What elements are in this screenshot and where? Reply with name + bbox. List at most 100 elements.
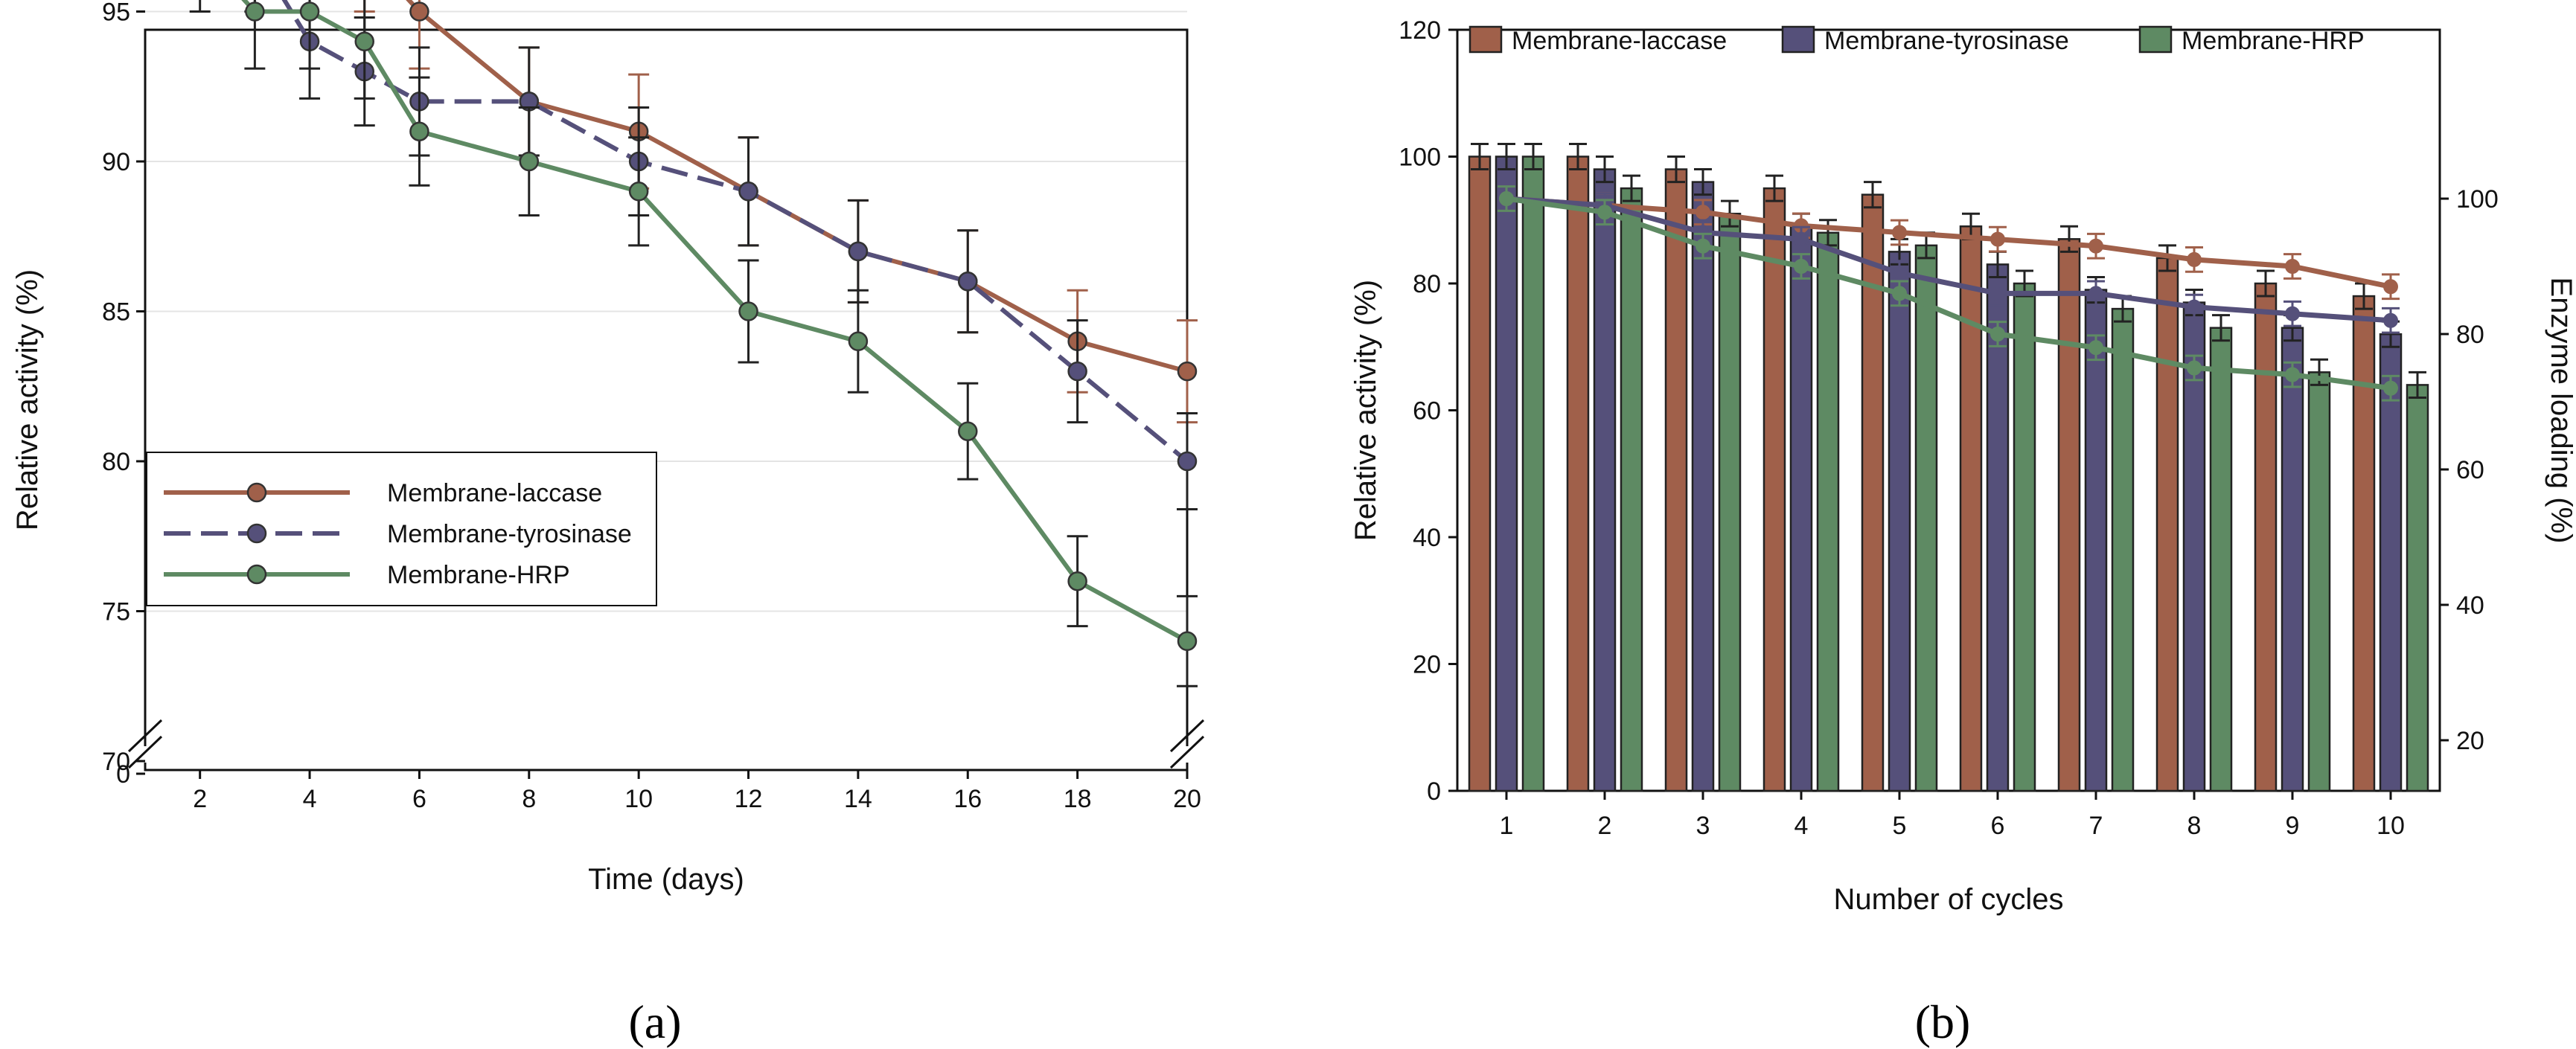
plot-frame-a: [144, 28, 1189, 771]
x-tick-label-a-18: 18: [1064, 785, 1092, 813]
bar-b-tyrosinase-1: [1495, 155, 1518, 792]
y-tick-label-a-70: 70: [102, 748, 130, 776]
bar-b-tyrosinase-4: [1789, 225, 1813, 792]
loading-point-b-hrp-6: [2088, 340, 2103, 356]
x-tick-label-a-12: 12: [735, 785, 763, 813]
y-tick-label-a-80: 80: [102, 448, 130, 476]
bar-b-hrp-8: [2209, 327, 2233, 792]
y2-tick-label-b-100: 100: [2456, 185, 2499, 214]
loading-point-b-tyrosinase-3: [1794, 231, 1809, 247]
axis-break-mark-left-2: [127, 735, 163, 769]
legend-b-label-hrp: Membrane-HRP: [2182, 27, 2365, 55]
loading-point-b-laccase-2: [1696, 205, 1710, 220]
loading-line-b-laccase: [1506, 196, 2391, 289]
bar-b-tyrosinase-5: [1888, 251, 1911, 792]
loading-point-b-tyrosinase-4: [1892, 266, 1907, 281]
data-point-a-hrp-6: [519, 151, 540, 172]
x-tick-label-b-1: 1: [1500, 812, 1514, 840]
x-tick-label-b-7: 7: [2089, 812, 2103, 840]
loading-point-b-hrp-2: [1696, 238, 1710, 254]
bar-series-b-laccase: [1468, 142, 2376, 792]
legend-b-swatch-tyrosinase: [1781, 25, 1815, 54]
bar-b-hrp-7: [2111, 307, 2135, 792]
loading-point-b-laccase-6: [2088, 238, 2103, 254]
y-tick-label-a-0: 0: [116, 760, 130, 789]
loading-point-b-laccase-8: [2285, 259, 2300, 274]
legend-a-box: [146, 452, 657, 606]
data-point-a-hrp-2: [245, 1, 265, 22]
loading-point-b-laccase-9: [2383, 279, 2398, 295]
bar-b-hrp-3: [1718, 212, 1742, 792]
y-tick-label-a-95: 95: [102, 0, 130, 27]
x-tick-label-b-4: 4: [1794, 812, 1809, 840]
loading-point-b-hrp-7: [2187, 360, 2202, 376]
bar-b-hrp-10: [2406, 384, 2429, 792]
series-a-laccase: [354, 0, 1198, 424]
loading-line-b-tyrosinase: [1506, 196, 2391, 324]
bar-b-laccase-10: [2352, 295, 2376, 792]
data-point-a-hrp-5: [409, 121, 429, 141]
series-a-hrp: [189, 0, 1198, 687]
y-tick-label-a-90: 90: [102, 148, 130, 176]
axis-break-mark-right-2: [1169, 735, 1205, 769]
legend-a-label-hrp: Membrane-HRP: [387, 561, 570, 589]
x-axis-title-a: Time (days): [588, 863, 744, 896]
bar-b-tyrosinase-6: [1986, 263, 2010, 792]
data-point-a-hrp-9: [848, 331, 869, 352]
bar-b-tyrosinase-2: [1593, 168, 1617, 792]
y-tick-label-b-60: 60: [1413, 397, 1441, 426]
loading-point-b-hrp-5: [1990, 327, 2005, 341]
panel-label-a: (a): [628, 995, 681, 1048]
bar-series-b-hrp: [1521, 142, 2429, 792]
x-tick-label-a-4: 4: [303, 785, 317, 813]
data-point-a-laccase-12: [1177, 361, 1198, 382]
loading-point-b-tyrosinase-5: [1990, 286, 2005, 301]
bar-series-b-tyrosinase: [1495, 142, 2403, 792]
loading-point-b-hrp-9: [2383, 380, 2398, 396]
loading-point-b-hrp-3: [1794, 259, 1809, 274]
data-point-a-hrp-4: [354, 31, 374, 52]
x-tick-label-b-5: 5: [1893, 812, 1907, 840]
legend-b-swatch-laccase: [1468, 25, 1503, 54]
bar-b-hrp-5: [1914, 244, 1938, 792]
x-tick-label-a-16: 16: [953, 785, 982, 813]
bar-b-hrp-6: [2013, 282, 2036, 792]
loading-point-b-tyrosinase-8: [2285, 306, 2300, 321]
legend-a-marker-laccase: [246, 482, 267, 503]
y-tick-label-a-85: 85: [102, 298, 130, 327]
data-point-a-hrp-3: [299, 1, 320, 22]
loading-point-b-hrp-0: [1499, 191, 1514, 206]
legend-b: Membrane-laccase Membrane-tyrosinase Membr…: [1468, 25, 2365, 55]
x-tick-label-a-20: 20: [1173, 785, 1201, 813]
y-axis-title-a: Relative activity (%): [11, 269, 44, 530]
bar-b-laccase-4: [1762, 187, 1786, 792]
bar-b-laccase-6: [1959, 225, 1983, 792]
loading-point-b-hrp-4: [1892, 286, 1907, 301]
y-tick-label-a-75: 75: [102, 598, 130, 626]
x-tick-label-b-9: 9: [2286, 812, 2300, 840]
bar-b-tyrosinase-10: [2379, 333, 2403, 792]
x-tick-label-b-6: 6: [1991, 812, 2005, 840]
loading-point-b-laccase-5: [1990, 231, 2005, 247]
bar-b-hrp-4: [1816, 231, 1840, 792]
data-point-a-tyrosinase-9: [848, 241, 869, 262]
data-point-a-hrp-10: [958, 421, 978, 441]
y-tick-label-b-20: 20: [1413, 651, 1441, 679]
bar-b-hrp-9: [2307, 371, 2331, 792]
bar-b-laccase-8: [2155, 257, 2179, 792]
x-tick-label-b-8: 8: [2187, 812, 2202, 840]
loading-point-b-tyrosinase-7: [2187, 299, 2202, 315]
legend-b-label-tyrosinase: Membrane-tyrosinase: [1824, 27, 2069, 55]
y-tick-label-b-80: 80: [1413, 270, 1441, 298]
x-tick-label-a-6: 6: [412, 785, 426, 813]
y2-axis-title-b: Enzyme loading (%): [2545, 278, 2576, 544]
loading-point-b-tyrosinase-6: [2088, 286, 2103, 301]
y2-tick-label-b-20: 20: [2456, 727, 2484, 755]
loading-line-b-hrp: [1506, 196, 2391, 391]
bar-b-laccase-2: [1566, 155, 1590, 792]
bar-b-hrp-2: [1620, 187, 1643, 792]
line-series-b-hrp: [1498, 185, 2400, 402]
axis-break-mark-left-1: [127, 719, 163, 753]
loading-point-b-hrp-8: [2285, 367, 2300, 382]
legend-b-swatch-hrp: [2138, 25, 2173, 54]
